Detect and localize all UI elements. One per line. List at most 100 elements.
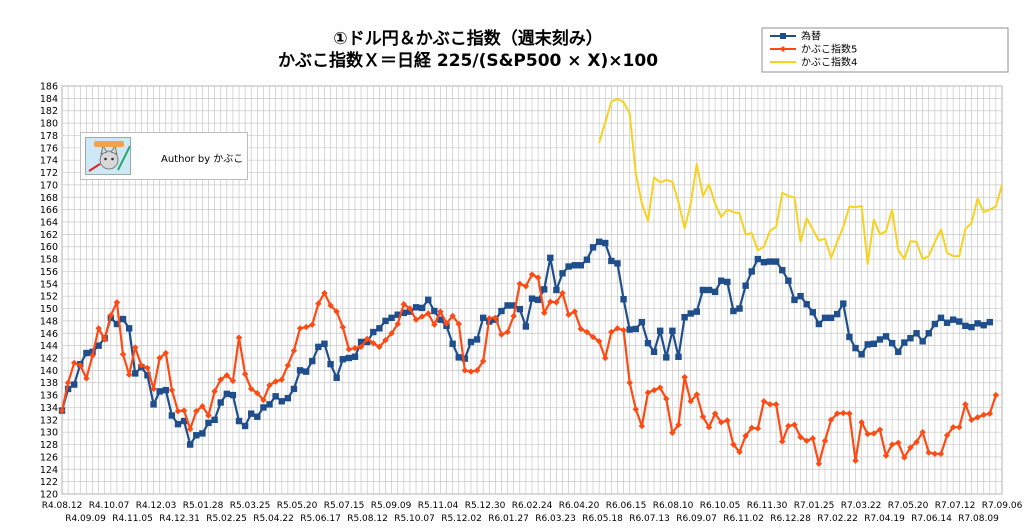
data-point bbox=[614, 260, 621, 267]
data-point bbox=[504, 302, 511, 309]
y-tick-label: 142 bbox=[40, 354, 58, 365]
data-point bbox=[284, 394, 292, 402]
x-tick-label: R7.02.22 bbox=[817, 514, 858, 524]
chart-title: ①ドル円＆かぶこ指数（週末刻み） bbox=[333, 28, 602, 49]
data-point bbox=[284, 362, 292, 369]
y-tick-label: 156 bbox=[40, 267, 58, 278]
data-point bbox=[815, 320, 823, 328]
data-point bbox=[534, 296, 542, 304]
data-point bbox=[968, 323, 975, 331]
y-tick-label: 132 bbox=[40, 415, 58, 426]
y-tick-label: 172 bbox=[40, 168, 58, 179]
data-point bbox=[431, 321, 438, 328]
y-tick-label: 164 bbox=[40, 218, 58, 229]
data-point bbox=[382, 336, 389, 344]
data-point bbox=[724, 278, 731, 286]
data-point bbox=[858, 419, 865, 426]
x-axis: R4.08.12 R4.10.07 R4.12.03 R5.01.28 R5.03.25… bbox=[42, 501, 1023, 524]
data-point bbox=[644, 389, 652, 396]
data-point bbox=[260, 404, 267, 411]
data-point bbox=[974, 320, 981, 327]
data-point bbox=[186, 425, 194, 433]
data-point bbox=[168, 386, 176, 394]
data-point bbox=[595, 338, 603, 345]
data-point bbox=[455, 354, 462, 361]
y-tick-label: 120 bbox=[40, 490, 58, 501]
data-point bbox=[125, 325, 133, 332]
data-point bbox=[742, 282, 749, 289]
data-point bbox=[711, 288, 719, 296]
data-point bbox=[339, 356, 346, 363]
data-point bbox=[199, 403, 206, 410]
data-point bbox=[211, 416, 218, 424]
y-tick-label: 154 bbox=[40, 279, 58, 290]
y-tick-label: 186 bbox=[40, 82, 58, 93]
data-point bbox=[174, 407, 182, 415]
x-tick-label: R6.03.23 bbox=[535, 514, 576, 524]
data-point bbox=[888, 339, 896, 347]
x-tick-label: R4.12.31 bbox=[159, 514, 200, 524]
data-point bbox=[101, 336, 108, 343]
data-point bbox=[870, 340, 878, 347]
data-point bbox=[882, 452, 890, 459]
data-point bbox=[412, 304, 420, 311]
data-point bbox=[638, 422, 646, 430]
data-point bbox=[290, 347, 298, 354]
data-point bbox=[913, 330, 920, 337]
data-point bbox=[699, 286, 707, 294]
data-point bbox=[895, 348, 902, 356]
data-point bbox=[266, 401, 273, 408]
x-tick-label: R6.04.20 bbox=[559, 501, 600, 511]
data-point bbox=[693, 308, 701, 315]
legend-label: 為替 bbox=[801, 30, 821, 43]
data-point bbox=[321, 289, 328, 297]
x-tick-label: R4.10.07 bbox=[89, 501, 130, 511]
data-point bbox=[589, 244, 597, 251]
data-point bbox=[162, 349, 169, 357]
x-tick-label: R6.11.02 bbox=[723, 514, 764, 524]
data-point bbox=[516, 305, 523, 313]
data-point bbox=[638, 318, 646, 326]
y-tick-label: 152 bbox=[40, 292, 58, 303]
y-tick-label: 122 bbox=[40, 477, 58, 488]
data-point bbox=[327, 360, 334, 368]
data-point bbox=[467, 368, 475, 375]
data-point bbox=[223, 390, 231, 398]
legend-box bbox=[761, 27, 1009, 73]
data-point bbox=[852, 344, 859, 352]
data-point bbox=[376, 325, 383, 332]
data-point bbox=[956, 318, 963, 325]
data-point bbox=[882, 333, 890, 340]
data-point bbox=[962, 401, 969, 408]
series-line-2 bbox=[60, 273, 997, 465]
data-point bbox=[840, 409, 847, 417]
data-point bbox=[577, 262, 585, 269]
data-point bbox=[132, 344, 139, 351]
data-point bbox=[388, 314, 395, 322]
data-point bbox=[730, 307, 737, 315]
data-point bbox=[370, 339, 377, 347]
x-tick-label: R5.09.09 bbox=[371, 501, 412, 511]
data-point bbox=[144, 364, 151, 372]
data-point bbox=[180, 417, 188, 425]
data-point bbox=[467, 338, 475, 346]
data-point bbox=[809, 435, 816, 442]
y-tick-label: 162 bbox=[40, 230, 58, 241]
data-point bbox=[632, 406, 639, 413]
data-point bbox=[357, 338, 365, 346]
data-point bbox=[864, 341, 871, 348]
data-point bbox=[266, 382, 273, 389]
x-tick-label: R5.12.30 bbox=[465, 501, 506, 511]
y-tick-label: 138 bbox=[40, 378, 58, 389]
data-point bbox=[785, 422, 792, 430]
data-point bbox=[229, 391, 237, 399]
plot-series bbox=[58, 98, 1003, 467]
data-point bbox=[479, 314, 487, 322]
data-point bbox=[766, 258, 774, 265]
data-point bbox=[681, 314, 688, 321]
data-point bbox=[541, 286, 548, 293]
x-tick-label: R6.01.27 bbox=[488, 514, 529, 524]
data-point bbox=[156, 354, 163, 362]
data-point bbox=[547, 254, 554, 262]
data-point bbox=[150, 401, 157, 408]
